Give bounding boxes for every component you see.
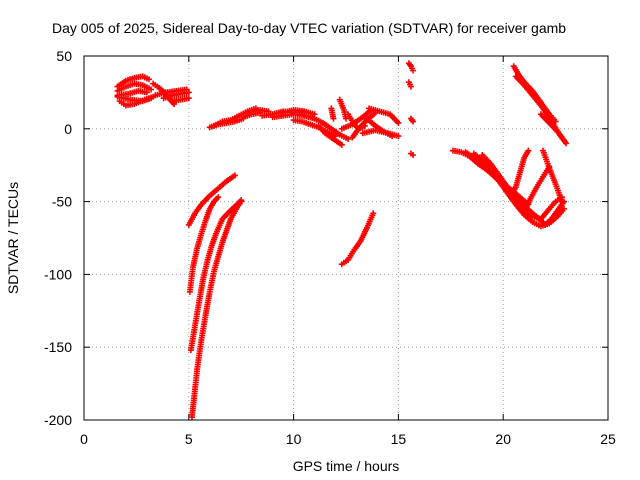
data-point: [185, 89, 192, 96]
x-tick-label: 0: [80, 431, 88, 447]
data-series-segment: [521, 163, 553, 215]
y-tick-label: -50: [52, 194, 72, 210]
y-tick-label: -100: [44, 266, 72, 282]
y-tick-label: 50: [56, 48, 72, 64]
data-series-segment: [114, 87, 150, 99]
y-tick-label: 0: [64, 121, 72, 137]
data-series-segment: [114, 73, 152, 90]
data-series-segment: [542, 198, 567, 228]
data-point: [143, 89, 150, 96]
data-point: [145, 76, 152, 83]
x-axis-label: GPS time / hours: [293, 458, 400, 474]
data-series-segment: [508, 147, 532, 198]
data-series-segment: [540, 147, 565, 205]
data-point: [338, 141, 345, 148]
data-point: [560, 198, 567, 205]
data-series-segment: [338, 106, 375, 132]
data-point: [410, 118, 417, 125]
y-tick-label: -150: [44, 339, 72, 355]
data-point: [525, 147, 532, 154]
data-series-segment: [169, 95, 192, 105]
data-series-segment: [405, 79, 414, 90]
chart-title: Day 005 of 2025, Sidereal Day-to-day VTE…: [52, 20, 566, 36]
x-tick-label: 10: [286, 431, 302, 447]
data-point: [148, 86, 155, 93]
data-series-segment: [359, 127, 402, 140]
data-series-segment: [185, 172, 238, 228]
data-series-segment: [328, 105, 337, 122]
x-tick-label: 25: [600, 431, 616, 447]
data-series-segment: [240, 109, 264, 121]
data-point: [345, 135, 352, 142]
data-series-segment: [479, 152, 544, 223]
data-point: [215, 194, 222, 201]
data-point: [238, 198, 245, 205]
data-series-segment: [405, 60, 417, 74]
plot-frame: [83, 55, 609, 421]
data-series-segment: [336, 96, 349, 122]
data-series-segment: [188, 198, 245, 421]
data-series-segment: [315, 122, 345, 148]
data-point: [395, 119, 402, 126]
data-point: [231, 172, 238, 179]
data-series-segment: [114, 80, 155, 94]
data-point: [370, 210, 377, 217]
data-point: [185, 95, 192, 102]
y-axis-label: SDTVAR / TECUs: [5, 182, 21, 294]
data-series-segment: [301, 112, 352, 142]
data-series-segment: [114, 93, 155, 105]
data-series-segment: [152, 86, 190, 99]
data-series-segment: [537, 111, 567, 144]
data-point: [560, 205, 567, 212]
x-tick-label: 15: [391, 431, 407, 447]
data-series-segment: [186, 194, 222, 295]
data-layer: [114, 60, 570, 421]
data-point: [407, 83, 414, 90]
data-point: [395, 133, 402, 140]
data-series-segment: [338, 210, 377, 268]
x-tick-label: 5: [185, 431, 193, 447]
data-point: [410, 152, 417, 159]
x-tick-label: 20: [495, 431, 511, 447]
data-series-segment: [160, 89, 192, 102]
data-point: [330, 115, 337, 122]
y-tick-label: -200: [44, 412, 72, 428]
data-point: [148, 95, 155, 102]
data-series-segment: [407, 115, 417, 125]
data-point: [410, 67, 417, 74]
data-series-segment: [407, 150, 417, 159]
data-point: [560, 137, 567, 144]
data-series-segment: [366, 105, 402, 126]
